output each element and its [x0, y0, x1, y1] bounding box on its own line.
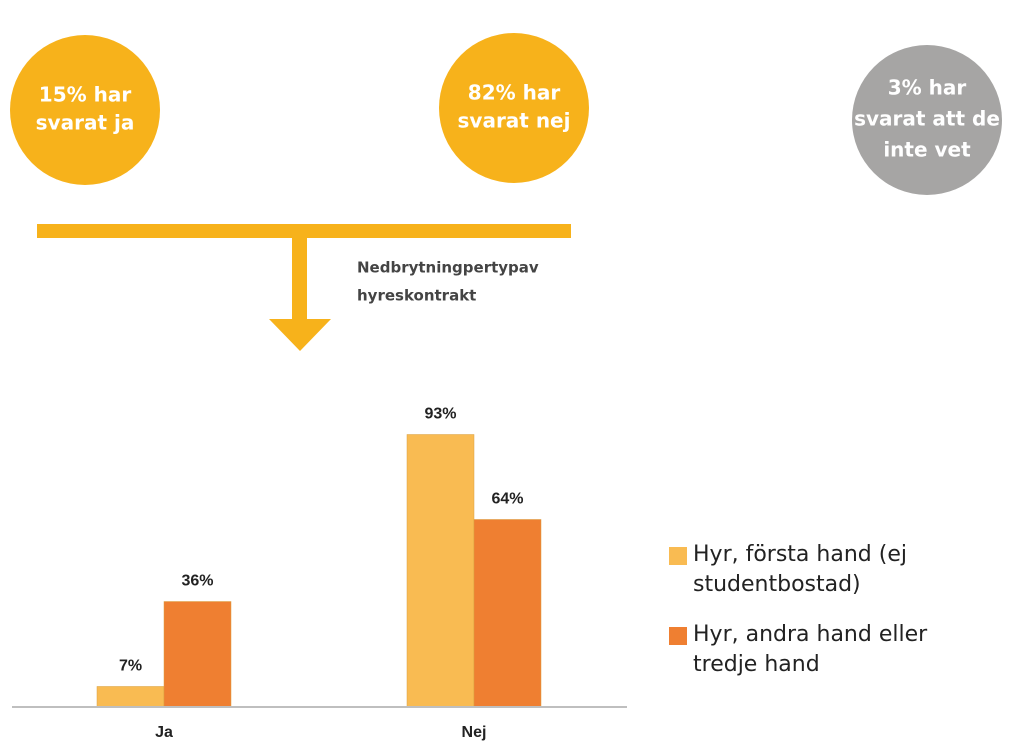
bar	[163, 601, 232, 708]
connector-bar	[37, 224, 571, 238]
legend-swatch	[669, 547, 687, 565]
legend-entry: Hyr, andra hand eller tredje hand	[693, 622, 928, 677]
value-label: 36%	[181, 573, 213, 590]
value-label: 7%	[119, 658, 142, 675]
legend-entry: Hyr, första hand (ej studentbostad)	[693, 542, 907, 597]
connector-arrow	[269, 319, 331, 351]
bar	[406, 434, 475, 708]
circle-text: svarat att de	[854, 107, 1000, 131]
connector-label: hyreskontrakt	[357, 287, 476, 305]
circle-text: svarat nej	[458, 109, 571, 133]
x-tick-label: Ja	[155, 724, 173, 741]
circle-text: svarat ja	[36, 111, 135, 135]
summary-circle	[439, 33, 589, 183]
connector-label: Nedbrytningpertypav	[357, 259, 539, 277]
summary-circle	[10, 35, 160, 185]
bar	[473, 519, 542, 708]
legend-swatch	[669, 627, 687, 645]
value-label: 93%	[424, 406, 456, 423]
value-label: 64%	[491, 491, 523, 508]
summary-circle	[852, 45, 1002, 195]
bar	[96, 686, 165, 708]
circle-text: inte vet	[883, 138, 971, 162]
x-tick-label: Nej	[462, 724, 487, 741]
circle-text: 15% har	[39, 83, 132, 107]
connector-stem	[292, 238, 307, 320]
circle-text: 3% har	[888, 76, 967, 100]
circle-text: 82% har	[468, 81, 561, 105]
